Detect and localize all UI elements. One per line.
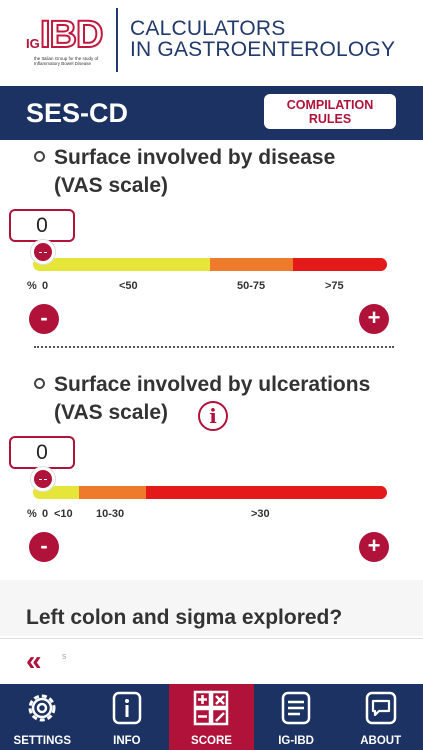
calculator-icon	[194, 690, 229, 726]
section1-title-line2: (VAS scale)	[54, 174, 168, 197]
section1-title-line1: Surface involved by disease	[54, 146, 336, 169]
section2-bullet-icon	[34, 378, 45, 389]
section1-bar-red	[293, 258, 387, 271]
app-title: CALCULATORS IN GASTROENTEROLOGY	[130, 18, 395, 60]
section2-scale-label-2: 10-30	[96, 508, 125, 520]
nav-ig-ibd[interactable]: IG-IBD	[254, 684, 339, 750]
back-row-trailing-text: s	[62, 651, 67, 661]
section1-scale-label-0: 0	[42, 280, 49, 292]
section1-scale-label-1: <50	[119, 280, 138, 292]
section1-bar-orange	[210, 258, 294, 271]
nav-score[interactable]: SCORE	[169, 684, 254, 750]
section2-scale-label-3: >30	[251, 508, 270, 520]
double-chevron-left-icon[interactable]: «	[26, 645, 41, 676]
section1-title: Surface involved by disease (VAS scale)	[54, 144, 335, 200]
section1-percent-label: %	[27, 280, 37, 292]
section-divider	[34, 346, 394, 348]
nav-about[interactable]: ABOUT	[338, 684, 423, 750]
nav-settings[interactable]: SETTINGS	[0, 684, 85, 750]
section2-title-line1: Surface involved by ulcerations	[54, 373, 371, 396]
section2-scale-label-0: 0	[42, 508, 49, 520]
logo-ig-text: IG	[26, 36, 40, 51]
nav-about-label: ABOUT	[360, 735, 402, 747]
section2-bar-orange	[79, 486, 147, 499]
rules-button-line2: RULES	[308, 112, 352, 126]
nav-info[interactable]: INFO	[85, 684, 170, 750]
section2-plus-button[interactable]: +	[359, 532, 389, 562]
gear-icon	[28, 694, 56, 722]
section1-bar-yellow	[33, 258, 210, 271]
section2-minus-button[interactable]: -	[29, 532, 59, 562]
section1-scale-label-3: >75	[325, 280, 344, 292]
chat-bubble-icon	[365, 691, 396, 725]
section1-value-box: 0	[9, 209, 75, 242]
nav-ig-ibd-label: IG-IBD	[278, 735, 314, 747]
section1-minus-button[interactable]: -	[29, 304, 59, 334]
rules-button-line1: COMPILATION	[286, 98, 374, 112]
section2-title-line2: (VAS scale)	[54, 401, 168, 424]
ig-ibd-logo: IG IBD the Italian Group for the study o…	[26, 13, 108, 70]
document-icon	[281, 691, 311, 725]
section1-scale-label-2: 50-75	[237, 280, 266, 292]
section2-percent-label: %	[27, 508, 37, 520]
section1-plus-button[interactable]: +	[359, 304, 389, 334]
question-left-colon: Left colon and sigma explored?	[26, 606, 343, 629]
nav-settings-label: SETTINGS	[13, 735, 72, 747]
app-title-line1: CALCULATORS	[130, 17, 286, 40]
section2-slider-thumb[interactable]	[31, 467, 55, 491]
bottom-nav: SETTINGS INFO SCORE IG-IBD	[0, 684, 423, 750]
nav-info-label: INFO	[113, 735, 141, 747]
page-title: SES-CD	[26, 98, 129, 128]
section1-bullet-icon	[34, 151, 45, 162]
info-icon	[112, 691, 142, 725]
logo-subtitle: the Italian Group for the study of Infla…	[34, 56, 99, 66]
section2-scale-label-1: <10	[54, 508, 73, 520]
section1-vas-bar[interactable]	[33, 258, 387, 271]
section2-bar-red	[146, 486, 387, 499]
section1-slider-thumb[interactable]	[31, 240, 55, 264]
nav-score-label: SCORE	[191, 735, 232, 747]
app-title-line2: IN GASTROENTEROLOGY	[130, 38, 396, 61]
header-divider	[116, 8, 118, 72]
app-header: IG IBD the Italian Group for the study o…	[0, 0, 423, 86]
section2-value-box: 0	[9, 436, 75, 469]
info-icon[interactable]: i	[198, 401, 228, 431]
back-row: « s	[0, 638, 423, 684]
section2-vas-bar[interactable]	[33, 486, 387, 499]
compilation-rules-button[interactable]: COMPILATION RULES	[264, 94, 396, 129]
logo-ibd-text: IBD	[39, 13, 104, 57]
title-bar: SES-CD COMPILATION RULES	[0, 86, 423, 140]
question-background	[0, 580, 423, 636]
section2-title: Surface involved by ulcerations (VAS sca…	[54, 371, 370, 427]
